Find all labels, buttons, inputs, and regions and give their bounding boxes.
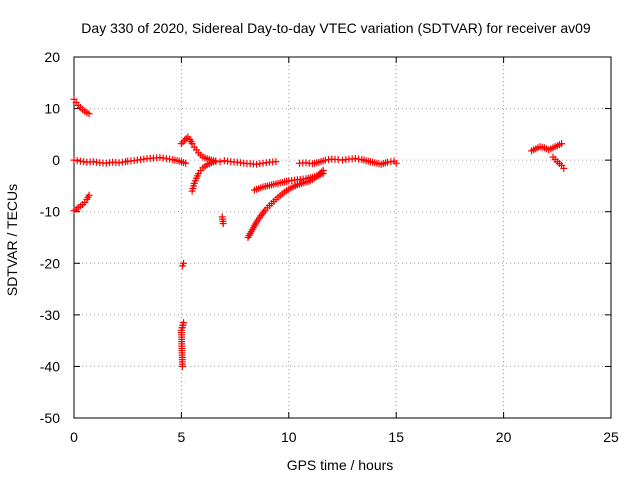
- data-point-arc-late-21h: [558, 140, 566, 148]
- data-point-arc-near-zero-3: [272, 158, 280, 166]
- data-point-outliers-7h: [219, 220, 227, 228]
- data-point-arc-spike-5h: [179, 138, 187, 146]
- data-point-arc-parallel-9h: [319, 170, 327, 178]
- x-tick-label: 15: [388, 429, 404, 445]
- data-point-arc-near-zero-5: [392, 159, 400, 167]
- y-tick-label: 10: [44, 101, 60, 117]
- x-tick-label: 25: [603, 429, 619, 445]
- data-point-arc-near-zero-2: [182, 159, 190, 167]
- y-tick-label: -50: [40, 410, 60, 426]
- x-axis-label: GPS time / hours: [287, 457, 394, 473]
- plot-frame: [73, 56, 612, 419]
- y-tick-label: -10: [40, 204, 60, 220]
- data-point-outliers-5h: [180, 259, 188, 267]
- y-tick-label: -20: [40, 255, 60, 271]
- ticks: [73, 56, 612, 419]
- data-points: [70, 95, 568, 370]
- data-point-arc-spike-5h: [181, 136, 189, 144]
- data-point-arc-rising-5h: [212, 157, 220, 165]
- data-point-arc-late-22h: [560, 164, 568, 172]
- x-tick-label: 10: [281, 429, 297, 445]
- x-tick-label: 0: [70, 429, 78, 445]
- data-point-outliers-5h: [178, 362, 186, 370]
- y-axis-label: SDTVAR / TECUs: [4, 184, 20, 296]
- y-tick-label: 0: [52, 152, 60, 168]
- x-tick-label: 20: [496, 429, 512, 445]
- data-point-arc-early-negative: [85, 191, 93, 199]
- grid: [74, 57, 611, 418]
- data-point-arc-spike-5h: [177, 140, 185, 148]
- tick-labels: 0 5 10 15 20 25 20 10 0 -10 -20 -30 -40 -50: [40, 49, 619, 445]
- chart-title: Day 330 of 2020, Sidereal Day-to-day VTE…: [81, 20, 591, 36]
- y-tick-label: -30: [40, 307, 60, 323]
- data-point-arc-early-descending: [85, 110, 93, 118]
- y-tick-label: 20: [44, 49, 60, 65]
- x-tick-label: 5: [178, 429, 186, 445]
- data-point-arc-spike-5h: [182, 135, 190, 143]
- data-point-arc-spike-5h: [188, 140, 196, 148]
- y-tick-label: -40: [40, 358, 60, 374]
